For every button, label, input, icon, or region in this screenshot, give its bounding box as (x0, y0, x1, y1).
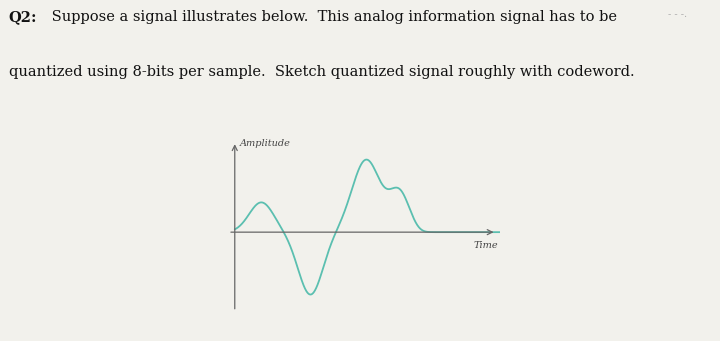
Text: Time: Time (473, 241, 498, 250)
Text: Q2:: Q2: (9, 10, 37, 24)
Text: - - -.: - - -. (668, 10, 688, 19)
Text: Amplitude: Amplitude (240, 139, 290, 148)
Text: quantized using 8-bits per sample.  Sketch quantized signal roughly with codewor: quantized using 8-bits per sample. Sketc… (9, 65, 634, 79)
Text: Suppose a signal illustrates below.  This analog information signal has to be: Suppose a signal illustrates below. This… (47, 10, 617, 24)
